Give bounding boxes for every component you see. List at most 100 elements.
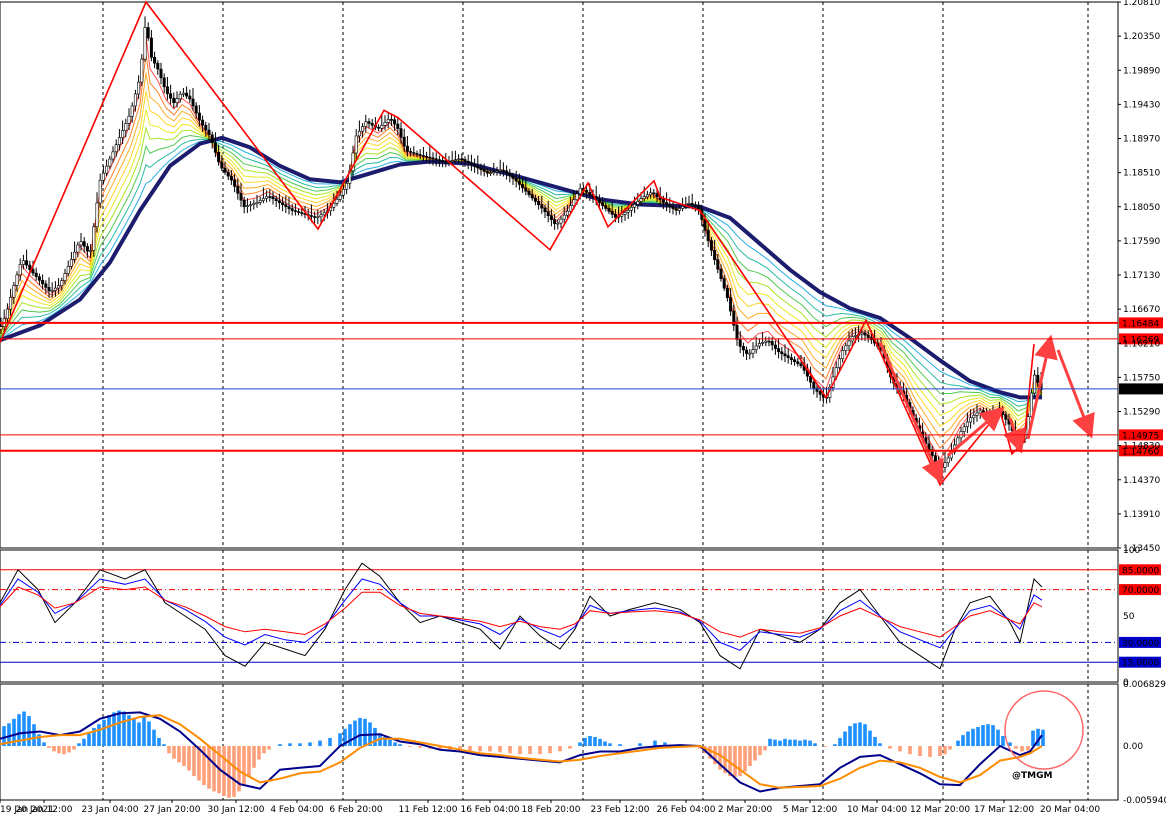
candle-body	[933, 455, 937, 462]
histogram-bar	[928, 746, 932, 757]
candle-body	[127, 115, 131, 124]
candle-body	[665, 202, 669, 206]
trend-arrow	[1002, 417, 1026, 454]
histogram-bar	[578, 742, 582, 746]
time-tick-label: 16 Feb 04:00	[460, 805, 519, 815]
candle-body	[533, 197, 537, 202]
candle-body	[815, 387, 819, 392]
histogram-bar	[663, 742, 667, 746]
histogram-bar	[132, 718, 136, 746]
histogram-bar	[798, 740, 802, 746]
histogram-bar	[162, 744, 166, 746]
candle-body	[92, 226, 96, 251]
candle-body	[623, 212, 627, 215]
histogram-bar	[808, 740, 812, 746]
candle-body	[137, 81, 141, 95]
candle-body	[569, 205, 573, 212]
histogram-tick-label: 0.00	[1123, 742, 1143, 752]
candle-body	[610, 211, 614, 215]
candle-body	[853, 334, 857, 337]
histogram-bar	[67, 746, 71, 753]
candle-body	[159, 68, 163, 79]
candle-body	[143, 27, 147, 60]
candle-body	[249, 204, 253, 206]
candle-body	[1001, 410, 1005, 415]
candle-body	[28, 264, 32, 270]
candle-body	[271, 196, 275, 199]
histogram-tick-label: 0.0068298	[1123, 680, 1166, 690]
time-tick-label: 26 Feb 04:00	[656, 805, 715, 815]
candle-body	[412, 152, 416, 154]
histogram-bar	[478, 746, 482, 752]
candle-body	[748, 352, 752, 355]
candle-body	[655, 193, 659, 197]
histogram-bar	[262, 746, 266, 754]
candle-body	[530, 194, 534, 199]
histogram-tick-label: -0.0059409	[1123, 796, 1166, 806]
time-tick-label: 27 Jan 20:00	[144, 805, 201, 815]
histogram-bar	[197, 746, 201, 781]
candle-body	[405, 145, 409, 152]
histogram-bar	[298, 743, 302, 746]
candle-body	[703, 219, 707, 231]
candle-body	[319, 214, 323, 218]
candle-body	[101, 172, 105, 181]
histogram-bar	[2, 726, 6, 747]
histogram-bar	[418, 746, 422, 748]
candle-body	[943, 462, 947, 468]
candle-body	[66, 266, 70, 274]
trend-arrow	[947, 406, 1005, 457]
candle-body	[335, 199, 339, 204]
candle-body	[217, 152, 221, 163]
candle-body	[645, 194, 649, 198]
candle-body	[969, 417, 973, 423]
histogram-bar	[858, 722, 862, 746]
histogram-bar	[498, 746, 502, 753]
histogram-bar	[1036, 728, 1040, 747]
candle-body	[479, 167, 483, 171]
candle-body	[53, 287, 57, 291]
price-tick-label: 1.18050	[1123, 203, 1160, 213]
candle-body	[245, 205, 249, 207]
candle-body	[300, 212, 304, 214]
candle-body	[361, 126, 365, 132]
candle-body	[521, 184, 525, 189]
candle-body	[732, 310, 736, 326]
histogram-bar	[32, 724, 36, 746]
candle-body	[76, 244, 80, 253]
candle-body	[50, 290, 54, 292]
histogram-bar	[548, 746, 552, 754]
histogram-bar	[853, 723, 857, 746]
histogram-bar	[393, 742, 397, 746]
candle-body	[546, 211, 550, 216]
oscillator-level-label: 15.0000	[1122, 659, 1159, 669]
histogram-bar	[803, 739, 807, 747]
candle-body	[498, 169, 502, 172]
candle-body	[745, 349, 749, 354]
panel-frame	[0, 549, 1119, 683]
candle-body	[556, 222, 560, 225]
candle-body	[95, 202, 99, 228]
candle-body	[940, 467, 944, 469]
time-tick-label: 6 Feb 20:00	[329, 805, 383, 815]
candle-body	[370, 123, 374, 126]
time-tick-label: 2 Mar 20:00	[718, 805, 773, 815]
histogram-bar	[22, 711, 26, 746]
time-tick-label: 10 Mar 04:00	[847, 805, 907, 815]
candle-body	[511, 175, 515, 179]
candle-body	[252, 203, 256, 205]
histogram-bar	[728, 746, 732, 776]
price-tick-label: 1.13450	[1123, 544, 1160, 554]
candle-body	[380, 125, 384, 129]
histogram-bar	[518, 746, 522, 755]
histogram-bar	[288, 743, 292, 746]
candle-body	[130, 105, 134, 117]
histogram-bar	[793, 739, 797, 747]
candle-body	[978, 410, 982, 414]
histogram-bar	[52, 746, 56, 752]
candle-body	[981, 410, 985, 414]
histogram-bar	[438, 746, 442, 750]
candle-body	[233, 179, 237, 187]
oscillator-tick-label: 0	[1123, 678, 1129, 688]
